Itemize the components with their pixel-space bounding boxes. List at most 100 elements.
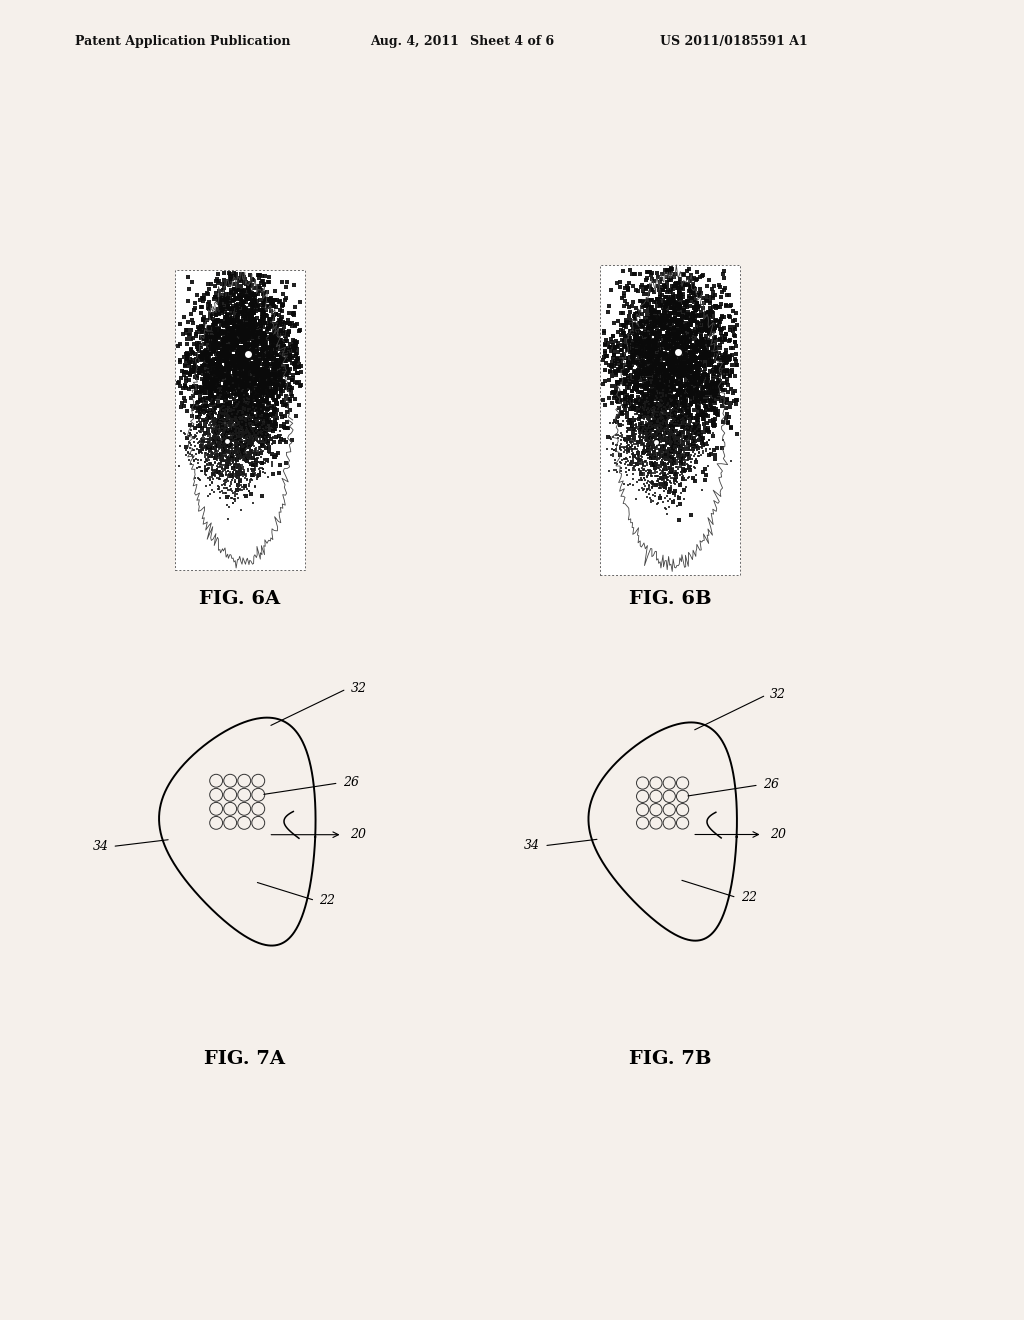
Point	[237, 442, 253, 463]
Point	[670, 422, 686, 444]
Point	[652, 333, 669, 354]
Point	[685, 441, 701, 462]
Point	[659, 352, 676, 374]
Point	[647, 417, 664, 438]
Point	[242, 310, 258, 331]
Point	[626, 367, 642, 388]
Point	[640, 429, 656, 450]
Point	[246, 315, 262, 337]
Point	[716, 366, 732, 387]
Point	[212, 293, 228, 314]
Point	[710, 378, 726, 399]
Point	[658, 331, 675, 352]
Point	[227, 453, 244, 474]
Point	[672, 424, 688, 445]
Point	[215, 447, 231, 469]
Point	[249, 366, 265, 387]
Point	[710, 296, 726, 317]
Point	[641, 461, 657, 482]
Point	[239, 319, 255, 341]
Point	[687, 367, 703, 388]
Point	[199, 346, 215, 367]
Point	[689, 322, 706, 343]
Point	[241, 430, 257, 451]
Point	[655, 408, 672, 429]
Point	[208, 428, 224, 449]
Point	[210, 433, 226, 454]
Point	[234, 318, 251, 339]
Point	[263, 444, 280, 465]
Point	[247, 444, 263, 465]
Point	[644, 279, 660, 300]
Point	[641, 315, 657, 337]
Point	[667, 351, 683, 372]
Point	[646, 321, 663, 342]
Point	[706, 380, 722, 401]
Point	[637, 421, 653, 442]
Point	[226, 400, 243, 421]
Point	[236, 314, 252, 335]
Point	[220, 313, 237, 334]
Point	[237, 388, 253, 409]
Point	[223, 401, 240, 422]
Point	[607, 434, 624, 455]
Point	[206, 397, 222, 418]
Point	[647, 376, 664, 397]
Point	[647, 430, 664, 451]
Point	[689, 421, 706, 442]
Point	[621, 351, 637, 372]
Point	[671, 281, 687, 302]
Point	[635, 362, 651, 383]
Point	[672, 379, 688, 400]
Point	[223, 438, 240, 459]
Point	[647, 351, 664, 372]
Point	[222, 422, 239, 444]
Point	[185, 327, 202, 348]
Point	[659, 381, 676, 403]
Point	[207, 395, 223, 416]
Point	[218, 313, 234, 334]
Point	[663, 379, 679, 400]
Point	[196, 438, 212, 459]
Point	[663, 297, 679, 318]
Point	[293, 362, 309, 383]
Point	[184, 350, 201, 371]
Point	[208, 334, 224, 355]
Point	[629, 302, 645, 323]
Point	[177, 343, 194, 364]
Point	[669, 374, 685, 395]
Point	[226, 413, 243, 434]
Point	[702, 383, 719, 404]
Point	[663, 308, 679, 329]
Point	[261, 329, 278, 350]
Point	[646, 397, 663, 418]
Point	[187, 383, 204, 404]
Point	[703, 388, 720, 409]
Point	[633, 445, 649, 466]
Point	[695, 380, 712, 401]
Point	[691, 426, 708, 447]
Point	[681, 418, 697, 440]
Point	[218, 288, 234, 309]
Point	[680, 358, 696, 379]
Point	[242, 329, 258, 350]
Point	[221, 308, 238, 329]
Point	[274, 312, 291, 333]
Point	[622, 358, 638, 379]
Point	[210, 441, 226, 462]
Point	[220, 467, 237, 488]
Point	[249, 341, 265, 362]
Point	[626, 457, 642, 478]
Point	[227, 488, 244, 510]
Point	[618, 371, 635, 392]
Point	[642, 403, 658, 424]
Point	[219, 313, 236, 334]
Point	[622, 459, 638, 480]
Point	[200, 458, 216, 479]
Point	[685, 282, 701, 304]
Point	[175, 362, 191, 383]
Point	[227, 414, 244, 436]
Point	[625, 458, 641, 479]
Point	[223, 433, 240, 454]
Point	[688, 465, 705, 486]
